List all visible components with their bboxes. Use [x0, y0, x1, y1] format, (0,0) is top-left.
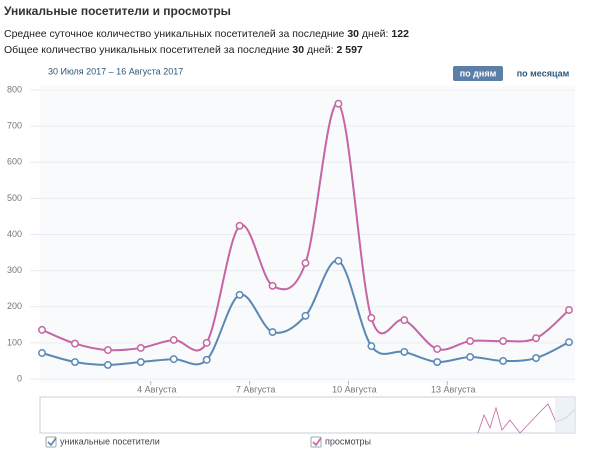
point [466, 337, 475, 346]
legend-label: просмотры [325, 436, 371, 446]
x-tick-label: 13 Августа [431, 384, 476, 394]
button-days[interactable] [453, 66, 503, 81]
overview-window[interactable] [555, 397, 575, 433]
stat-unit: дней: [307, 44, 334, 56]
y-tick-label: 0 [17, 373, 22, 383]
point [301, 311, 310, 320]
stat-value: 122 [391, 28, 409, 40]
point [38, 349, 46, 357]
legend-label: уникальные посетители [60, 436, 160, 446]
stat-text: Среднее суточное количество уникальных п… [4, 28, 345, 40]
point [499, 337, 508, 346]
x-tick-label: 7 Августа [236, 384, 276, 394]
point [268, 328, 277, 336]
point [38, 325, 46, 334]
hover-band [40, 86, 575, 383]
x-tick-label: 10 Августа [332, 384, 377, 394]
y-tick-label: 500 [7, 193, 22, 203]
y-tick-label: 700 [7, 121, 22, 131]
stat-total: Общее количество уникальных посетителей … [4, 44, 363, 56]
point [301, 259, 310, 267]
point [433, 345, 442, 353]
point [103, 360, 112, 369]
point [235, 290, 244, 299]
point [169, 355, 178, 364]
point [202, 355, 211, 364]
point [70, 358, 79, 366]
button-months-label[interactable]: по месяцам [517, 68, 570, 78]
stat-avg: Среднее суточное количество уникальных п… [4, 28, 409, 40]
x-tick-label: 4 Августа [137, 384, 177, 394]
legend-checkbox [310, 436, 322, 448]
stat-unit: дней: [362, 28, 389, 40]
point [334, 99, 343, 108]
point [565, 306, 573, 314]
point [136, 343, 145, 352]
legend-checkbox [45, 436, 57, 448]
y-tick-label: 400 [7, 229, 22, 239]
point [499, 356, 508, 365]
y-tick-label: 100 [7, 337, 22, 347]
point [235, 221, 244, 230]
point [400, 316, 409, 325]
y-tick-label: 200 [7, 301, 22, 311]
y-tick-label: 600 [7, 157, 22, 167]
point [334, 256, 343, 265]
point [565, 338, 573, 347]
stat-text: Общее количество уникальных посетителей … [4, 44, 290, 56]
stat-value: 2 597 [336, 44, 362, 56]
point [70, 339, 79, 348]
y-tick-label: 300 [7, 265, 22, 275]
y-tick-label: 800 [7, 84, 22, 94]
stat-days: 30 [347, 28, 359, 40]
point [103, 346, 112, 355]
button-days-label[interactable]: по дням [460, 68, 497, 78]
title: Уникальные посетители и просмотры [4, 4, 231, 18]
point [433, 358, 442, 366]
point [367, 313, 376, 322]
legend-check [312, 437, 322, 447]
point [532, 354, 541, 362]
date-range[interactable]: 30 Июля 2017 – 16 Августа 2017 [48, 66, 183, 76]
point [466, 353, 475, 361]
legend-check [47, 437, 57, 447]
point [400, 347, 409, 356]
point [136, 358, 145, 366]
stat-days: 30 [292, 44, 304, 56]
overview[interactable] [39, 396, 576, 434]
point [268, 281, 277, 290]
point [169, 336, 178, 344]
point [202, 338, 211, 347]
point [367, 342, 376, 351]
point [532, 334, 541, 343]
